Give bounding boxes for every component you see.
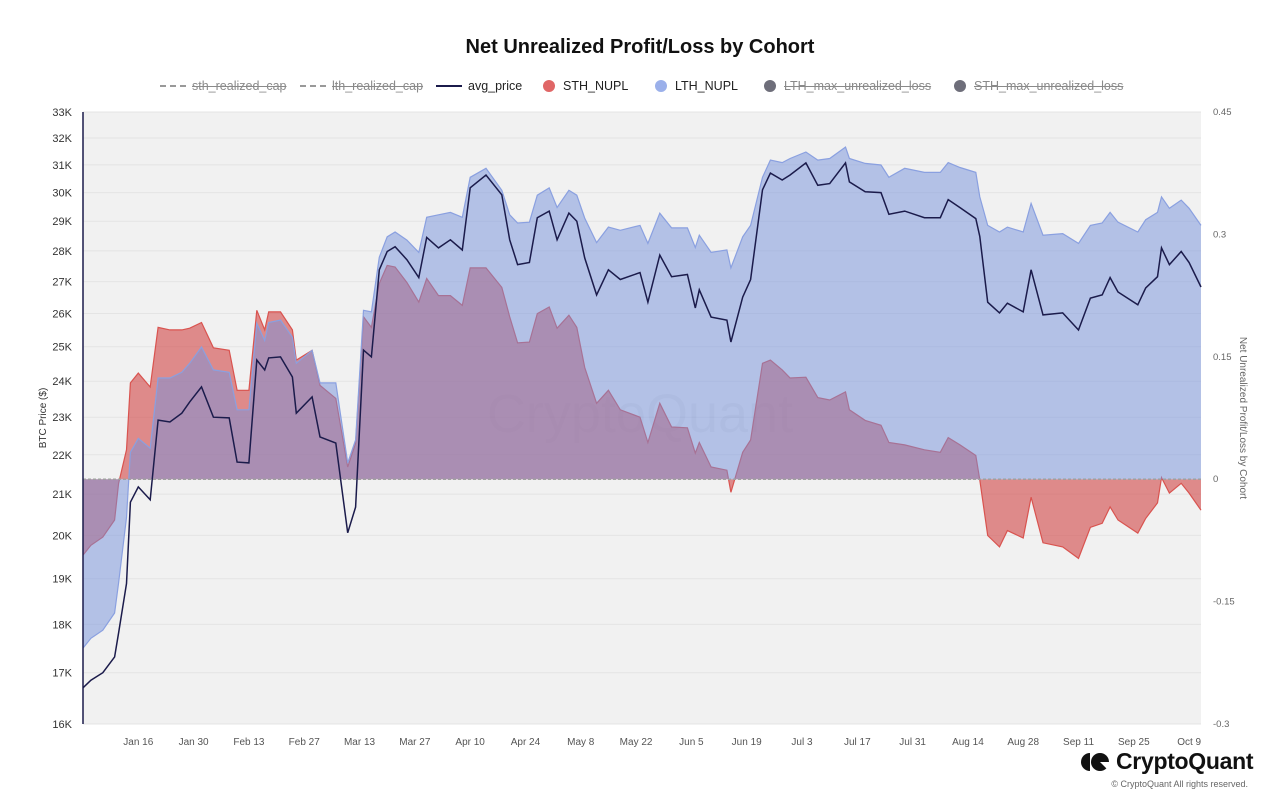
legend-sth-nupl[interactable]: STH_NUPL [543, 78, 628, 94]
left-axis-label: BTC Price ($) [38, 388, 49, 449]
left-tick-label: 16K [52, 719, 72, 731]
x-tick-label: Sep 25 [1118, 737, 1150, 748]
dashed-line-icon [300, 85, 326, 87]
circle-icon [655, 80, 667, 92]
right-tick-label: 0.15 [1213, 352, 1232, 363]
x-tick-label: Jan 30 [179, 737, 209, 748]
left-tick-label: 32K [52, 133, 72, 145]
avg-price-line [82, 161, 1202, 689]
right-tick-label: 0 [1213, 474, 1218, 485]
x-tick-label: Feb 13 [233, 737, 265, 748]
legend-label: sth_realized_cap [192, 79, 287, 93]
left-tick-label: 18K [52, 619, 72, 631]
x-tick-label: Jul 31 [899, 737, 926, 748]
x-tick-label: Oct 9 [1177, 737, 1201, 748]
left-tick-label: 33K [52, 107, 72, 119]
legend-sth-realized-cap[interactable]: sth_realized_cap [160, 78, 287, 94]
x-tick-label: Jul 17 [844, 737, 871, 748]
x-tick-label: Jan 16 [123, 737, 153, 748]
x-tick-label: Aug 28 [1007, 737, 1039, 748]
left-tick-label: 30K [52, 188, 72, 200]
right-axis-ticks: 0.45 0.3 0.15 0 -0.15 -0.3 [1213, 107, 1235, 730]
left-tick-label: 28K [52, 246, 72, 258]
left-tick-label: 25K [52, 342, 72, 354]
copyright: © CryptoQuant All rights reserved. [1111, 779, 1248, 789]
left-tick-label: 20K [52, 530, 72, 542]
x-tick-label: Jun 5 [679, 737, 704, 748]
legend-label: lth_realized_cap [332, 79, 424, 93]
logo-text: CryptoQuant [1116, 748, 1254, 774]
right-tick-label: -0.3 [1213, 719, 1229, 730]
circle-icon [764, 80, 776, 92]
legend-avg-price[interactable]: avg_price [436, 78, 522, 94]
circle-icon [954, 80, 966, 92]
x-tick-label: May 8 [567, 737, 595, 748]
lth-nupl-area [83, 147, 1201, 649]
left-tick-label: 26K [52, 309, 72, 321]
left-tick-label: 29K [52, 216, 72, 228]
left-tick-label: 19K [52, 574, 72, 586]
right-tick-label: 0.45 [1213, 107, 1232, 118]
legend-sth-max-unrealized-loss[interactable]: STH_max_unrealized_loss [954, 78, 1123, 94]
x-tick-label: Mar 27 [399, 737, 431, 748]
cryptoquant-logo: CryptoQuant [1080, 748, 1254, 775]
left-tick-label: 24K [52, 376, 72, 388]
circle-icon [543, 80, 555, 92]
x-tick-label: Sep 11 [1063, 737, 1094, 748]
right-axis-label: Net Unrealized Profit/Loss by Cohort [1237, 337, 1248, 500]
legend-lth-max-unrealized-loss[interactable]: LTH_max_unrealized_loss [764, 78, 931, 94]
line-icon [436, 85, 462, 87]
left-axis-ticks: 16K 17K 18K 19K 20K 21K 22K 23K 24K 25K 26K 27K 28K 2… [52, 107, 72, 731]
x-tick-label: Apr 24 [511, 737, 541, 748]
legend-label: avg_price [468, 79, 523, 93]
x-tick-label: Jul 3 [791, 737, 813, 748]
left-tick-label: 17K [52, 668, 72, 680]
legend-lth-realized-cap[interactable]: lth_realized_cap [300, 78, 423, 94]
x-tick-label: Jun 19 [732, 737, 762, 748]
left-tick-label: 22K [52, 450, 72, 462]
legend-label: LTH_max_unrealized_loss [784, 79, 932, 93]
legend-label: STH_NUPL [563, 79, 629, 93]
right-tick-label: 0.3 [1213, 229, 1226, 240]
chart-title: Net Unrealized Profit/Loss by Cohort [465, 36, 815, 58]
left-tick-label: 31K [52, 160, 72, 172]
cryptoquant-logo-icon [1081, 752, 1109, 771]
x-tick-label: Mar 13 [344, 737, 376, 748]
left-tick-label: 21K [52, 489, 72, 501]
right-tick-label: -0.15 [1213, 597, 1235, 608]
dashed-line-icon [160, 85, 186, 87]
x-tick-label: Apr 10 [455, 737, 485, 748]
x-tick-label: Aug 14 [952, 737, 984, 748]
left-tick-label: 27K [52, 277, 72, 289]
series-layer [82, 146, 1202, 689]
legend-label: STH_max_unrealized_loss [974, 79, 1124, 93]
legend-lth-nupl[interactable]: LTH_NUPL [655, 78, 738, 94]
left-tick-label: 23K [52, 412, 72, 424]
x-tick-label: Feb 27 [289, 737, 321, 748]
lth-nupl-line [82, 146, 1202, 649]
legend-label: LTH_NUPL [675, 79, 738, 93]
x-axis-ticks: Jan 16 Jan 30 Feb 13 Feb 27 Mar 13 Mar 27 Apr … [123, 737, 1201, 748]
x-tick-label: May 22 [620, 737, 653, 748]
